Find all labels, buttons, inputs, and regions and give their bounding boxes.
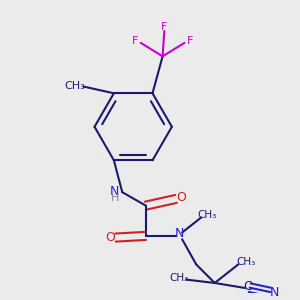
Text: CH₃: CH₃ <box>169 273 188 283</box>
Text: CH₃: CH₃ <box>198 210 217 220</box>
Text: N: N <box>175 227 184 240</box>
Text: CH₃: CH₃ <box>65 81 85 91</box>
Text: H: H <box>111 193 119 203</box>
Text: CH₃: CH₃ <box>237 257 256 267</box>
Text: O: O <box>176 191 186 204</box>
Text: F: F <box>187 35 194 46</box>
Text: F: F <box>161 22 167 32</box>
Text: F: F <box>132 35 138 46</box>
Text: N: N <box>270 286 279 299</box>
Text: N: N <box>110 185 120 198</box>
Text: C: C <box>243 280 252 293</box>
Text: O: O <box>105 231 115 244</box>
